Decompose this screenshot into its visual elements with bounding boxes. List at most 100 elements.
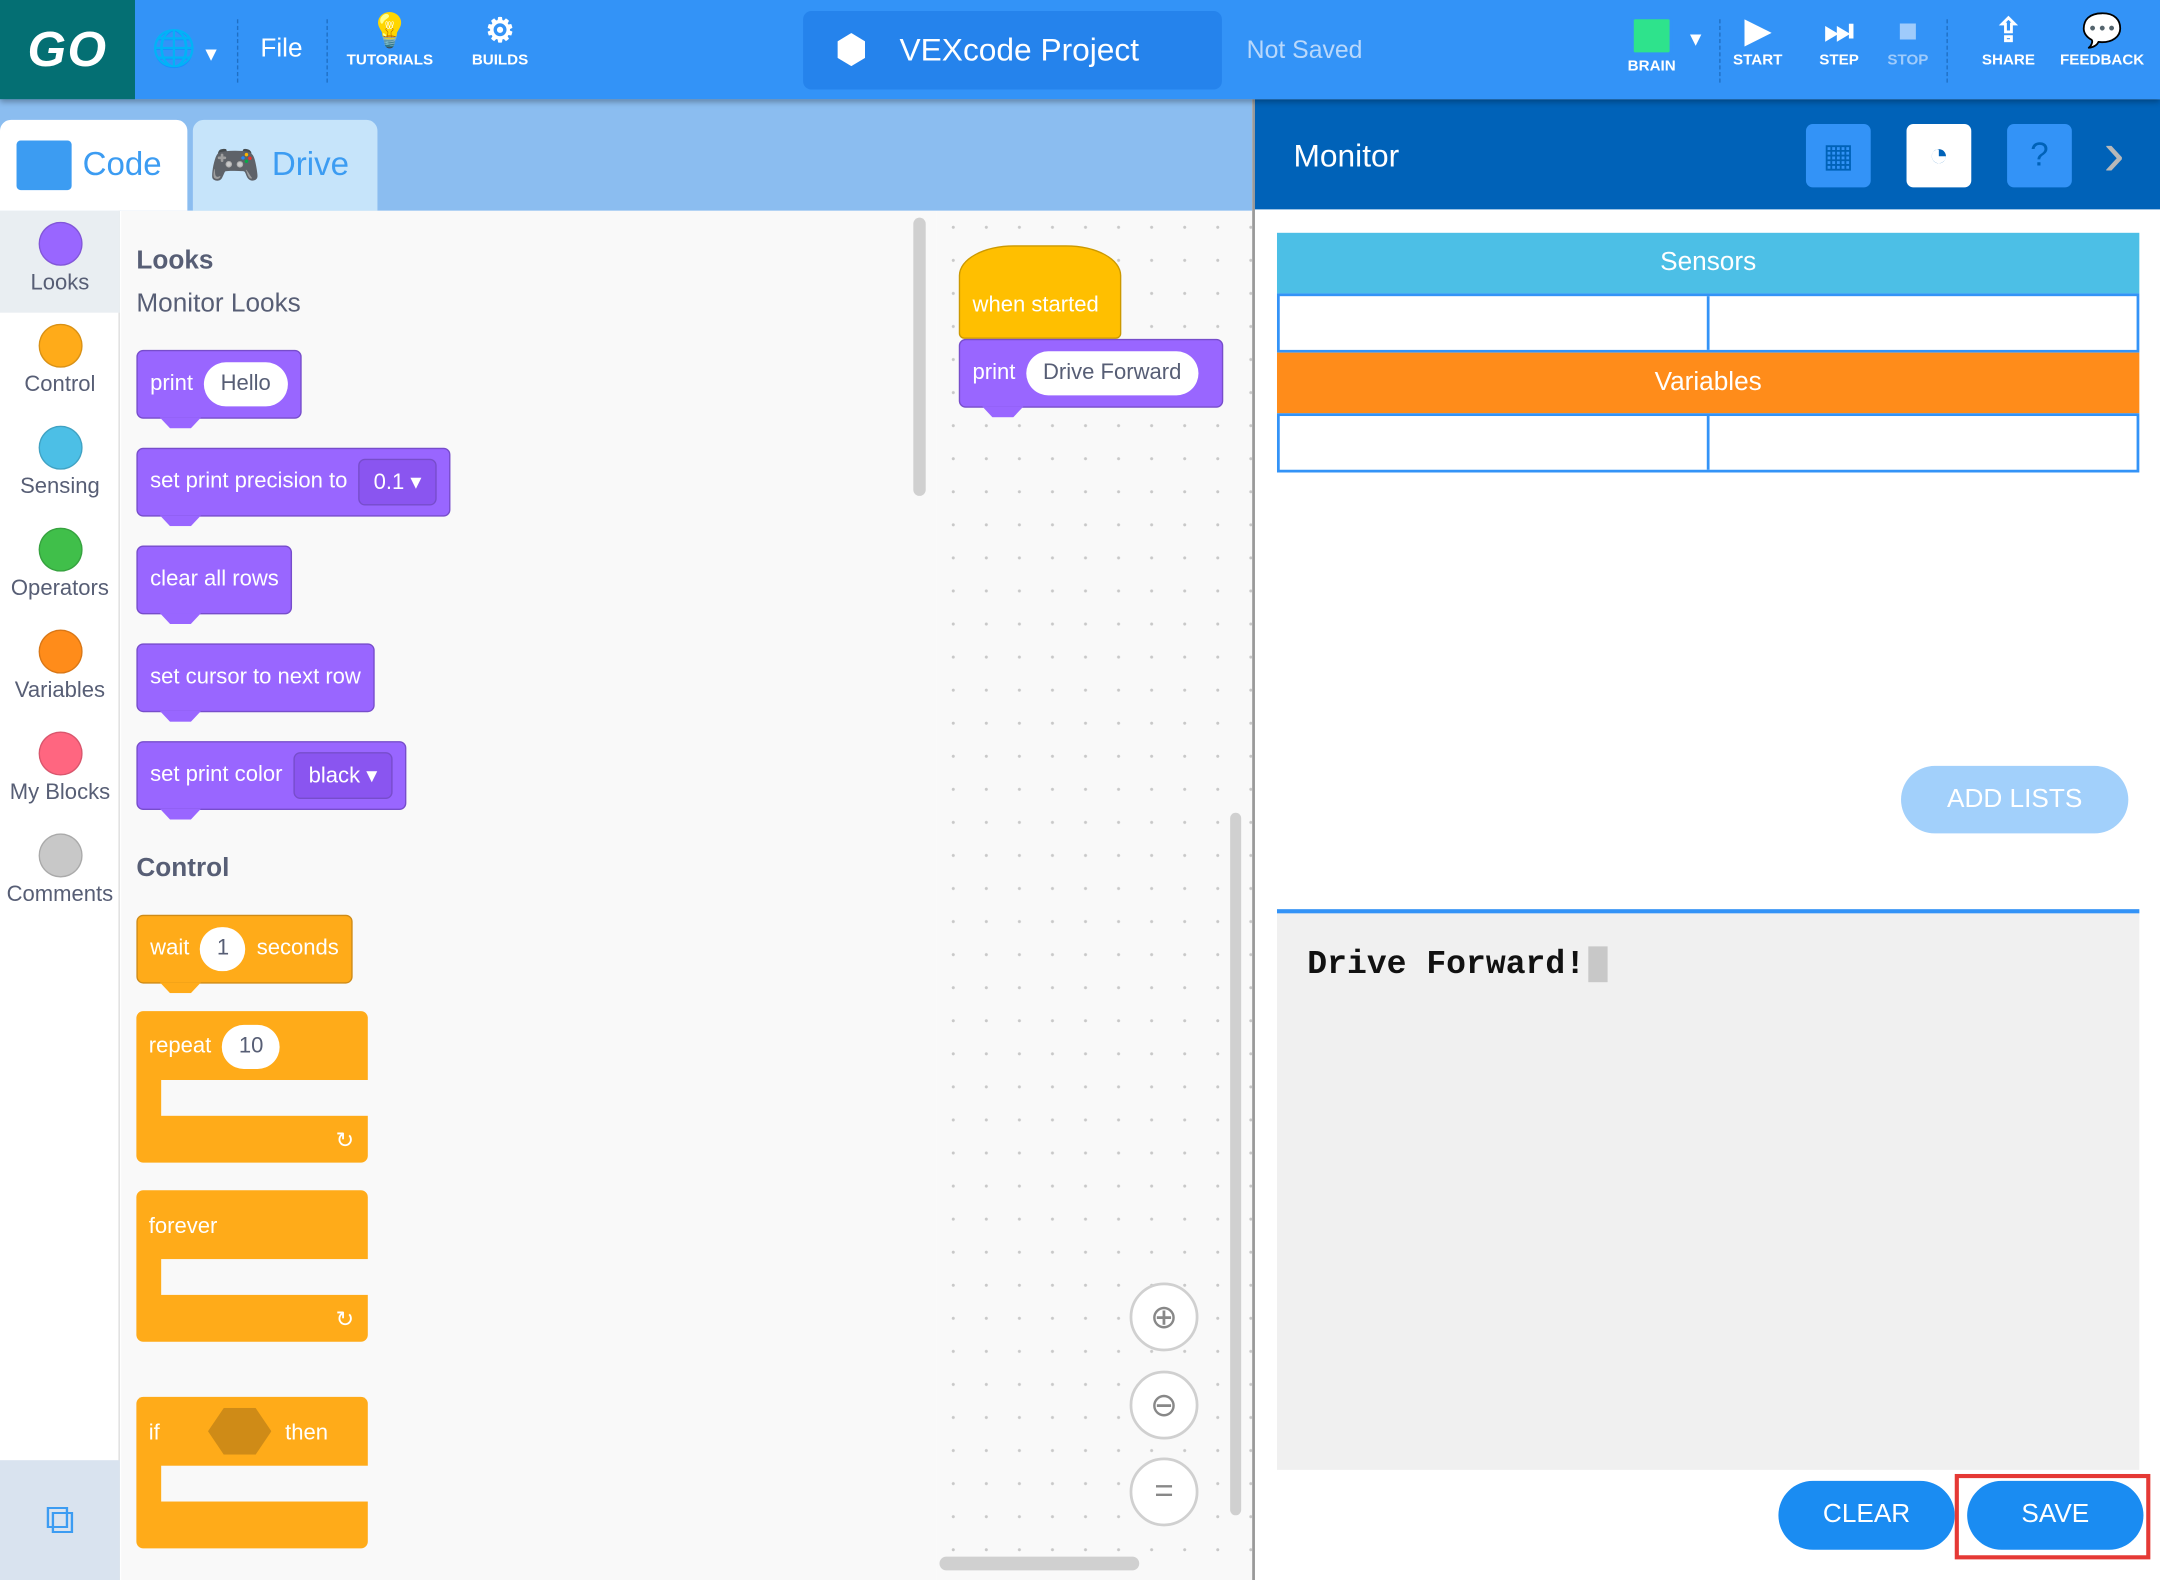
block-label: set print precision to xyxy=(150,469,348,494)
color-dropdown[interactable]: black ▾ xyxy=(293,752,393,799)
category-my-blocks[interactable]: My Blocks xyxy=(0,720,120,822)
stop-label: STOP xyxy=(1887,52,1929,69)
variable-cell xyxy=(1280,416,1710,470)
divider xyxy=(1946,19,1948,83)
workspace-vertical-scrollbar[interactable] xyxy=(1230,812,1242,1516)
builds-label: BUILDS xyxy=(471,52,529,69)
block-label: print xyxy=(972,360,1016,385)
language-globe-icon[interactable]: 🌐 ▼ xyxy=(151,27,221,69)
help-button[interactable]: ? xyxy=(2007,123,2072,188)
step-button[interactable]: ⏭ STEP xyxy=(1813,11,1865,69)
wait-block[interactable]: wait 1 seconds xyxy=(136,914,353,984)
repeat-value-input[interactable]: 10 xyxy=(222,1024,280,1069)
c-block-mouth xyxy=(161,1259,371,1295)
stop-button[interactable]: ■ STOP xyxy=(1882,11,1934,69)
file-menu[interactable]: File xyxy=(260,34,303,64)
looks-section-title: Looks xyxy=(136,246,214,276)
dropdown-value: black xyxy=(308,764,361,788)
builds-button[interactable]: ⚙ BUILDS xyxy=(463,11,537,69)
set-print-precision-block[interactable]: set print precision to 0.1 ▾ xyxy=(136,447,451,517)
top-bar: GO 🌐 ▼ File 💡 TUTORIALS ⚙ BUILDS VEXcode P… xyxy=(0,0,2160,100)
block-label: set print color xyxy=(150,763,283,787)
clear-all-rows-block[interactable]: clear all rows xyxy=(136,545,293,615)
print-value-input[interactable]: Drive Forward xyxy=(1026,351,1198,396)
palette-scrollbar[interactable] xyxy=(913,217,926,496)
print-block[interactable]: print Hello xyxy=(136,349,302,419)
set-print-color-block[interactable]: set print color black ▾ xyxy=(136,741,407,810)
vexcode-go-logo: GO xyxy=(0,0,135,100)
sensor-cell xyxy=(1280,296,1710,350)
share-label: SHARE xyxy=(1981,52,2035,69)
category-label: Control xyxy=(24,373,96,397)
repeat-block[interactable]: repeat 10 ↻ xyxy=(136,1011,371,1163)
category-variables[interactable]: Variables xyxy=(0,619,120,721)
project-title[interactable]: VEXcode Project xyxy=(803,11,1222,90)
save-button[interactable]: SAVE xyxy=(1967,1480,2144,1550)
share-icon: ⇪ xyxy=(1994,12,2023,50)
code-blocks-icon xyxy=(16,140,72,191)
block-label: repeat xyxy=(148,1034,212,1058)
category-control[interactable]: Control xyxy=(0,313,120,415)
tab-drive[interactable]: 🎮 Drive xyxy=(192,119,378,211)
block-label: clear all rows xyxy=(150,567,279,591)
workspace-print-block[interactable]: print Drive Forward xyxy=(958,338,1224,408)
text-cursor xyxy=(1587,946,1608,983)
play-icon: ▶ xyxy=(1745,12,1771,50)
monitor-dashboard-button[interactable]: ◔ xyxy=(1906,123,1972,188)
print-value-input[interactable]: Hello xyxy=(204,362,288,407)
block-label: wait xyxy=(150,936,190,961)
tab-code-label: Code xyxy=(82,146,162,184)
workspace-horizontal-scrollbar[interactable] xyxy=(939,1556,1140,1571)
my-blocks-dot-icon xyxy=(37,731,82,776)
chevron-down-icon: ▼ xyxy=(196,42,221,65)
step-label: STEP xyxy=(1819,52,1859,69)
tutorials-button[interactable]: 💡 TUTORIALS xyxy=(343,11,437,68)
extension-icon: ⧉ xyxy=(45,1496,75,1543)
print-console: Drive Forward! xyxy=(1276,909,2140,1470)
c-block-mouth xyxy=(161,1079,371,1116)
feedback-button[interactable]: 💬 FEEDBACK xyxy=(2058,11,2146,68)
help-icon: ? xyxy=(2030,136,2049,174)
collapse-chevron-icon[interactable]: › xyxy=(2103,117,2125,189)
when-started-block[interactable]: when started xyxy=(958,245,1122,339)
gamepad-icon: 🎮 xyxy=(209,142,261,189)
condition-slot[interactable] xyxy=(208,1407,272,1455)
block-label: print xyxy=(150,371,194,396)
looks-subsection-title: Monitor Looks xyxy=(136,289,301,319)
tab-code[interactable]: Code xyxy=(0,119,188,211)
variables-header: Variables xyxy=(1276,352,2140,414)
zoom-in-button[interactable]: ⊕ xyxy=(1129,1282,1199,1352)
clear-button[interactable]: CLEAR xyxy=(1778,1480,1955,1550)
block-palette xyxy=(121,210,937,1580)
share-button[interactable]: ⇪ SHARE xyxy=(1978,11,2039,69)
category-sensing[interactable]: Sensing xyxy=(0,415,120,517)
forever-block[interactable]: forever ↻ xyxy=(136,1190,371,1342)
start-label: START xyxy=(1733,52,1783,69)
category-comments[interactable]: Comments xyxy=(0,822,120,924)
equals-icon: = xyxy=(1154,1472,1174,1510)
loop-arrow-icon: ↻ xyxy=(335,1129,355,1154)
category-label: Looks xyxy=(30,271,90,295)
category-looks[interactable]: Looks xyxy=(0,210,120,313)
sensor-cell xyxy=(1710,296,2137,350)
start-button[interactable]: ▶ START xyxy=(1729,11,1787,69)
ports-button[interactable]: ▦ xyxy=(1805,123,1871,188)
set-cursor-next-row-block[interactable]: set cursor to next row xyxy=(136,643,375,713)
variable-cell xyxy=(1710,416,2137,470)
zoom-out-button[interactable]: ⊖ xyxy=(1129,1370,1199,1440)
zoom-reset-button[interactable]: = xyxy=(1129,1457,1199,1527)
precision-dropdown[interactable]: 0.1 ▾ xyxy=(358,458,437,506)
tab-drive-label: Drive xyxy=(271,146,350,184)
wait-value-input[interactable]: 1 xyxy=(200,927,246,972)
if-then-block[interactable]: if then xyxy=(136,1396,371,1549)
chevron-down-icon[interactable]: ▼ xyxy=(1686,27,1706,50)
code-workspace[interactable] xyxy=(936,210,1253,1580)
category-operators[interactable]: Operators xyxy=(0,517,120,619)
extensions-button[interactable]: ⧉ xyxy=(0,1460,120,1580)
comments-dot-icon xyxy=(37,833,82,878)
brain-button[interactable]: BRAIN xyxy=(1621,16,1682,74)
block-label: when started xyxy=(972,293,1099,317)
divider xyxy=(326,19,328,83)
add-lists-button[interactable]: ADD LISTS xyxy=(1901,765,2129,834)
hexagon-icon xyxy=(837,33,866,67)
